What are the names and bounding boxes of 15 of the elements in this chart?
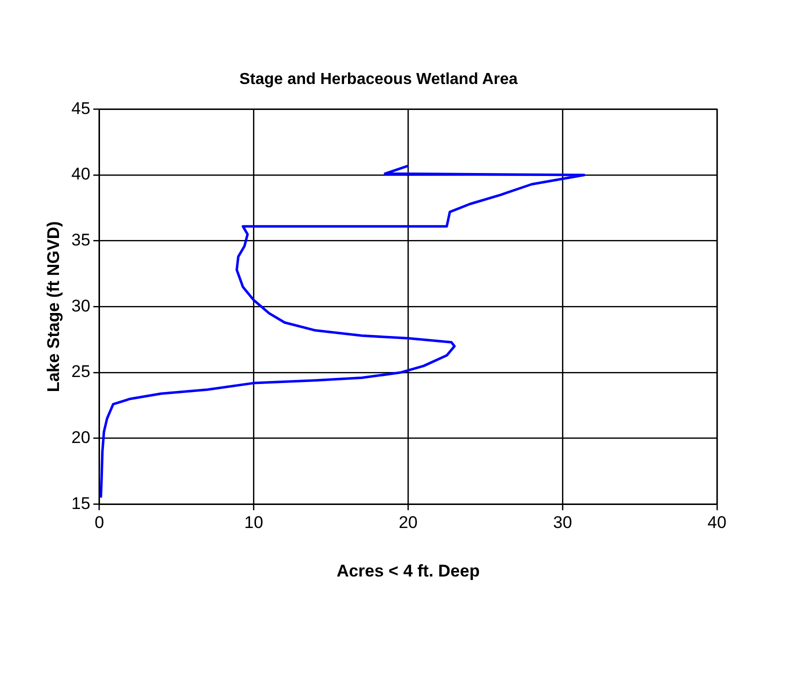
y-tick-label: 35 xyxy=(71,230,90,250)
y-tick-label: 45 xyxy=(71,98,90,118)
y-tick-label: 25 xyxy=(71,362,90,382)
y-tick-label: 20 xyxy=(71,428,90,448)
x-tick-label: 30 xyxy=(553,513,572,532)
y-tick-label: 15 xyxy=(71,494,90,513)
chart-title: Stage and Herbaceous Wetland Area xyxy=(239,71,518,88)
x-tick-label: 10 xyxy=(244,513,264,532)
x-tick-label: 20 xyxy=(398,513,418,532)
y-axis-title: Lake Stage (ft NGVD) xyxy=(44,221,63,392)
x-tick-label: 0 xyxy=(94,513,104,532)
x-axis-title: Acres < 4 ft. Deep xyxy=(336,561,480,580)
y-tick-label: 30 xyxy=(71,296,90,316)
y-tick-label: 40 xyxy=(71,164,90,184)
x-tick-label: 40 xyxy=(708,513,726,532)
